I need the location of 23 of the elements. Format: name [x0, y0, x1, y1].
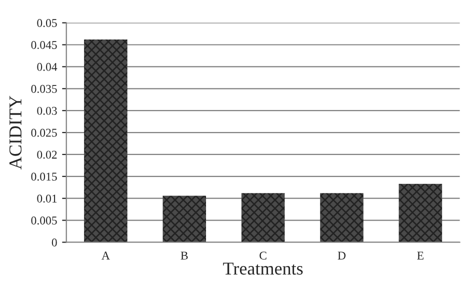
y-tick-label: 0.05 [37, 19, 57, 28]
y-tick-label: 0.035 [31, 84, 57, 93]
y-axis-title: ACIDITY [9, 96, 22, 170]
y-tick-label: 0.025 [31, 128, 57, 137]
bar [398, 184, 442, 242]
x-tick-label: A [102, 252, 110, 260]
y-tick-label: 0.015 [31, 172, 57, 181]
x-axis-title: Treatments [223, 262, 303, 275]
x-tick-label: D [338, 252, 346, 260]
y-tick-label: 0.03 [37, 106, 57, 115]
bar [320, 193, 364, 242]
bar [84, 39, 128, 242]
y-tick-label: 0.005 [31, 216, 57, 225]
bar [162, 196, 206, 242]
x-tick-label: B [180, 252, 188, 260]
x-tick-label: C [260, 252, 266, 260]
y-tick-label: 0 [52, 238, 57, 246]
y-tick-label: 0.02 [37, 150, 57, 159]
y-tick-label: 0.01 [37, 194, 57, 203]
y-tick-label: 0.04 [37, 62, 58, 71]
x-tick-label: E [417, 252, 424, 260]
bar [241, 193, 285, 242]
y-tick-label: 0.045 [31, 40, 57, 50]
